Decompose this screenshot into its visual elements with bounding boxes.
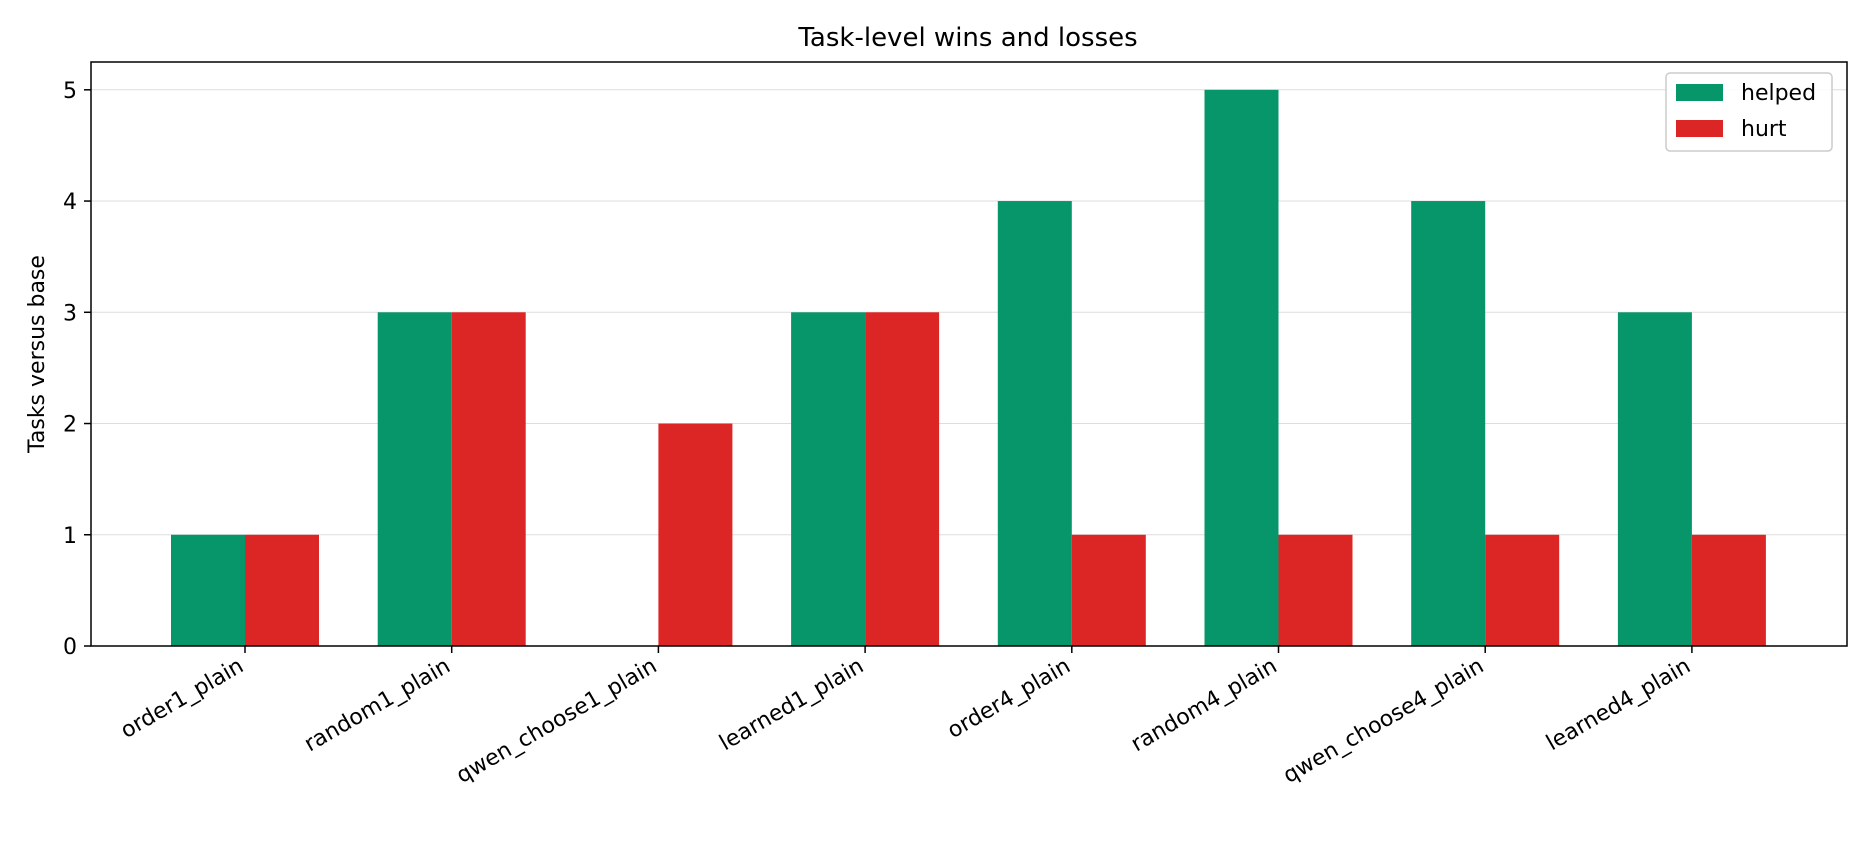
bar-hurt-learned1_plain	[865, 312, 940, 646]
bar-helped-order4_plain	[997, 201, 1072, 647]
bar-helped-learned1_plain	[791, 312, 866, 646]
legend-swatch-helped	[1676, 84, 1723, 101]
legend-swatch-hurt	[1676, 120, 1723, 137]
x-tick-label-qwen_choose4_plain: qwen_choose4_plain	[1279, 654, 1488, 789]
legend: helped hurt	[1665, 72, 1833, 152]
bar-hurt-random4_plain	[1278, 534, 1353, 646]
plot-frame	[90, 61, 1848, 647]
bar-hurt-order4_plain	[1071, 534, 1146, 646]
bar-hurt-qwen_choose4_plain	[1485, 534, 1560, 646]
grid-lines	[91, 89, 1847, 536]
legend-label-hurt: hurt	[1741, 117, 1787, 142]
x-tick-label-order1_plain: order1_plain	[117, 654, 248, 744]
x-axis: order1_plain random1_plainqwen_choose1_pl…	[117, 646, 1695, 789]
y-axis-label: Tasks versus base	[25, 255, 50, 454]
chart-title: Task-level wins and losses	[797, 23, 1137, 53]
bar-hurt-random1_plain	[451, 312, 526, 646]
bar-helped-random4_plain	[1204, 89, 1279, 647]
bar-hurt-qwen_choose1_plain	[658, 423, 733, 646]
x-tick-label-order4_plain: order4_plain	[943, 654, 1074, 744]
x-tick-label-random4_plain: random4_plain	[1127, 654, 1281, 758]
bar-helped-order1_plain	[171, 534, 245, 646]
y-tick-label-2: 2	[63, 413, 77, 438]
bar-helped-learned4_plain	[1617, 312, 1692, 646]
bar-helped-qwen_choose4_plain	[1411, 201, 1486, 647]
y-tick-label-4: 4	[63, 190, 77, 215]
y-tick-label-0: 0	[63, 635, 77, 660]
y-tick-label-5: 5	[63, 79, 77, 104]
x-tick-label-random1_plain: random1_plain	[300, 654, 454, 758]
bars	[171, 89, 1766, 647]
bar-helped-random1_plain	[377, 312, 452, 646]
y-axis: 0 1 2 3 4 5	[63, 79, 91, 660]
x-tick-label-qwen_choose1_plain: qwen_choose1_plain	[452, 654, 661, 789]
bar-hurt-learned4_plain	[1691, 534, 1766, 646]
x-tick-label-learned4_plain: learned4_plain	[1542, 654, 1695, 757]
x-tick-label-learned1_plain: learned1_plain	[715, 654, 868, 757]
y-tick-label-3: 3	[63, 301, 77, 326]
bar-hurt-order1_plain	[245, 534, 319, 646]
legend-label-helped: helped	[1741, 81, 1816, 106]
y-tick-label-1: 1	[63, 524, 77, 549]
